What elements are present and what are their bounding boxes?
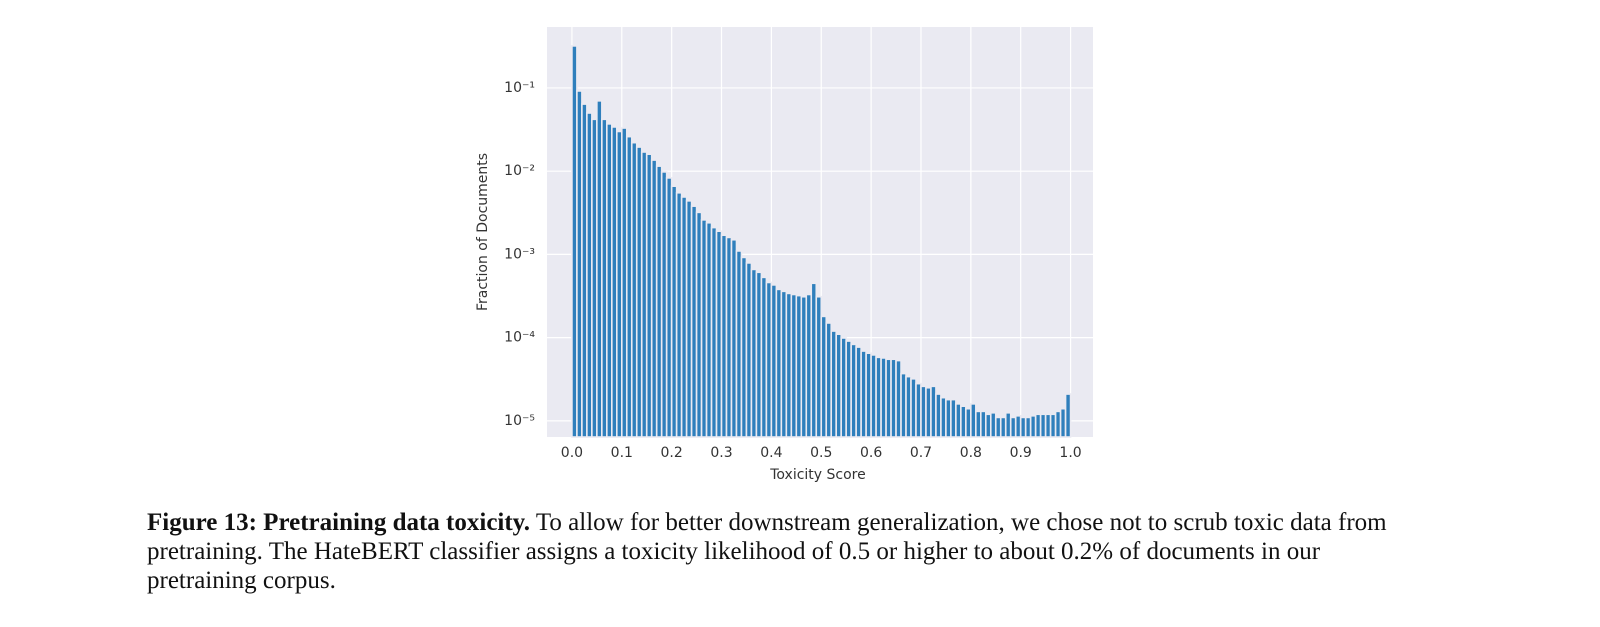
x-tick-label: 0.5 bbox=[810, 445, 832, 461]
x-tick-label: 0.0 bbox=[561, 445, 583, 461]
x-tick-label: 0.1 bbox=[611, 445, 633, 461]
y-tick-label: 10⁻⁵ bbox=[504, 413, 535, 429]
bar bbox=[1064, 393, 1072, 438]
x-tick-label: 0.9 bbox=[1010, 445, 1032, 461]
x-tick-label: 0.3 bbox=[710, 445, 732, 461]
y-tick-label: 10⁻¹ bbox=[504, 80, 535, 96]
caption: Figure 13: Pretraining data toxicity. To… bbox=[147, 508, 1432, 595]
x-tick-label: 0.6 bbox=[860, 445, 882, 461]
y-tick-label: 10⁻² bbox=[504, 163, 535, 179]
caption-text: To allow for better downstream generaliz… bbox=[147, 509, 1387, 594]
chart: Toxicity Score Fraction of Documents 0.0… bbox=[475, 27, 1093, 483]
x-tick-label: 0.2 bbox=[661, 445, 683, 461]
y-axis-label: Fraction of Documents bbox=[475, 153, 491, 311]
y-tick-label: 10⁻³ bbox=[504, 246, 535, 262]
x-tick-label: 1.0 bbox=[1059, 445, 1081, 461]
x-tick-label: 0.4 bbox=[760, 445, 782, 461]
x-tick-label: 0.7 bbox=[910, 445, 932, 461]
y-tick-label: 10⁻⁴ bbox=[504, 330, 535, 346]
caption-label: Figure 13: Pretraining data toxicity. bbox=[147, 509, 531, 536]
x-axis-label: Toxicity Score bbox=[769, 467, 866, 483]
x-tick-label: 0.8 bbox=[960, 445, 982, 461]
